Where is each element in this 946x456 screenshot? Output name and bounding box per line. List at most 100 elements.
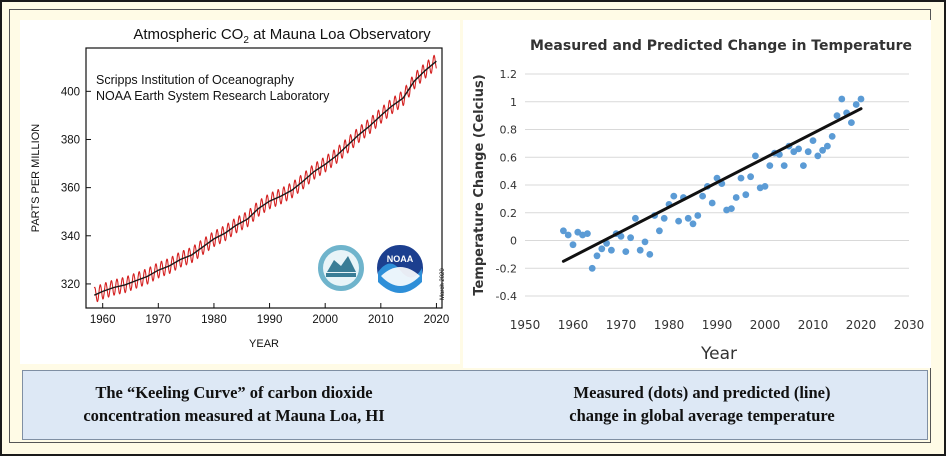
temperature-data-point	[814, 152, 822, 160]
temperature-y-tick-label: 1.2	[500, 68, 518, 81]
temperature-chart: Measured and Predicted Change in Tempera…	[472, 38, 925, 364]
temperature-x-tick-label: 2010	[798, 318, 829, 332]
temperature-y-tick-label: 0.4	[500, 179, 518, 192]
temperature-x-tick-label: 1960	[558, 318, 589, 332]
noaa-logo-text: NOAA	[387, 254, 414, 264]
temperature-data-point	[800, 162, 807, 170]
temperature-data-point	[713, 174, 721, 182]
temperature-data-point	[598, 245, 606, 253]
keeling-x-tick-label: 2000	[312, 314, 338, 326]
temperature-data-point	[833, 112, 841, 119]
temperature-data-point	[636, 246, 644, 254]
temperature-x-tick-label: 1970	[606, 318, 637, 332]
temperature-data-point	[569, 241, 577, 249]
temperature-data-point	[560, 227, 567, 235]
temperature-data-point	[809, 137, 817, 144]
temperature-panel: Measured and Predicted Change in Tempera…	[463, 20, 931, 368]
temperature-y-tick-label: 1	[510, 96, 517, 109]
keeling-title-tail: at Mauna Loa Observatory	[249, 26, 431, 43]
temperature-data-point	[747, 173, 754, 181]
temperature-x-tick-label: 1990	[702, 318, 733, 332]
keeling-y-tick-label: 360	[61, 183, 80, 195]
temperature-data-point	[804, 148, 812, 156]
temperature-axes: -0.4 -0.2 0 0.2 0.4 0.6 0.8 1 1.2 1950 1960 1970 198…	[496, 68, 925, 332]
temperature-x-tick-label: 2030	[894, 318, 925, 332]
keeling-y-tick-label: 380	[61, 134, 80, 146]
caption-left-line1: The “Keeling Curve” of carbon dioxide	[95, 383, 373, 402]
temperature-data-point	[641, 238, 649, 246]
temperature-title: Measured and Predicted Change in Tempera…	[530, 38, 912, 54]
temperature-data-point	[824, 142, 831, 150]
temperature-data-point	[694, 212, 702, 219]
scripps-logo-icon	[316, 243, 366, 293]
temperature-data-point	[627, 234, 634, 242]
keeling-series-group	[93, 54, 437, 303]
temperature-data-point	[689, 220, 697, 228]
temperature-x-tick-label: 1980	[654, 318, 685, 332]
temperature-data-point	[857, 95, 865, 103]
temperature-data-point	[737, 174, 745, 182]
keeling-x-tick-label: 2020	[424, 314, 450, 326]
keeling-x-axis-label: YEAR	[249, 338, 279, 350]
temperature-data-point	[708, 199, 716, 207]
keeling-title-main: Atmospheric CO	[133, 26, 243, 43]
temperature-data-point	[656, 227, 663, 235]
temperature-x-tick-label: 1950	[510, 318, 541, 332]
temperature-y-axis-label: Temperature Change (Celcius)	[472, 74, 487, 295]
temperature-y-tick-label: 0.8	[500, 124, 518, 137]
keeling-plot-frame	[85, 47, 443, 309]
keeling-monthly-series	[93, 54, 437, 303]
temperature-data-point	[684, 214, 692, 222]
caption-box: The “Keeling Curve” of carbon dioxide co…	[22, 370, 928, 440]
temperature-data-point	[795, 145, 802, 153]
temperature-data-point	[780, 162, 788, 170]
caption-left: The “Keeling Curve” of carbon dioxide co…	[45, 381, 423, 427]
temperature-data-point	[608, 246, 615, 254]
keeling-source-line2: NOAA Earth System Research Laboratory	[96, 89, 330, 103]
temperature-y-tick-label: 0	[510, 235, 517, 248]
keeling-trend-line	[94, 60, 437, 296]
keeling-axes: 1960 1970 1980 1990 2000 2010 2020 320 340 360 380…	[61, 86, 449, 326]
temperature-data-point	[699, 192, 706, 200]
temperature-y-tick-label: -0.4	[496, 290, 517, 303]
temperature-data-point	[675, 217, 682, 225]
keeling-source-line1: Scripps Institution of Oceanography	[96, 73, 295, 87]
temperature-data-point	[670, 192, 678, 200]
keeling-y-tick-label: 400	[61, 86, 80, 98]
temperature-data-point	[660, 214, 668, 222]
temperature-data-point	[728, 205, 735, 213]
temperature-y-tick-label: -0.2	[496, 262, 517, 275]
keeling-x-tick-label: 1990	[257, 314, 283, 326]
keeling-x-tick-label: 1980	[201, 314, 227, 326]
keeling-title: Atmospheric CO2 at Mauna Loa Observatory	[133, 26, 431, 46]
temperature-data-point	[732, 194, 740, 201]
temperature-data-point	[838, 95, 846, 103]
caption-left-line2: concentration measured at Mauna Loa, HI	[83, 406, 385, 425]
keeling-title-sub: 2	[243, 35, 249, 46]
keeling-panel: Atmospheric CO2 at Mauna Loa Observatory…	[20, 20, 460, 364]
temperature-data-point	[828, 133, 836, 140]
keeling-x-tick-label: 1970	[146, 314, 172, 326]
caption-right: Measured (dots) and predicted (line) cha…	[505, 381, 899, 427]
temperature-data-point	[766, 162, 774, 170]
temperature-x-tick-label: 2000	[750, 318, 781, 332]
temperature-data-point	[593, 252, 601, 260]
temperature-grid	[525, 73, 909, 297]
temperature-x-axis-label: Year	[700, 344, 737, 364]
temperature-data-point	[588, 264, 596, 272]
caption-right-line2: change in global average temperature	[569, 406, 835, 425]
temperature-y-tick-label: 0.6	[500, 151, 518, 164]
keeling-y-tick-label: 340	[61, 231, 80, 243]
keeling-y-tick-label: 320	[61, 279, 80, 291]
temperature-data-point	[564, 231, 572, 239]
temperature-data-point	[632, 214, 639, 222]
noaa-logo-icon: NOAA	[375, 243, 425, 293]
temperature-data-point	[584, 230, 591, 238]
temperature-data-point	[742, 191, 750, 199]
temperature-data-point	[848, 119, 855, 126]
temperature-data-point	[752, 152, 759, 160]
temperature-series-group	[560, 95, 865, 272]
caption-right-line1: Measured (dots) and predicted (line)	[573, 383, 831, 402]
temperature-data-point	[617, 232, 625, 240]
temperature-data-point	[761, 183, 769, 190]
